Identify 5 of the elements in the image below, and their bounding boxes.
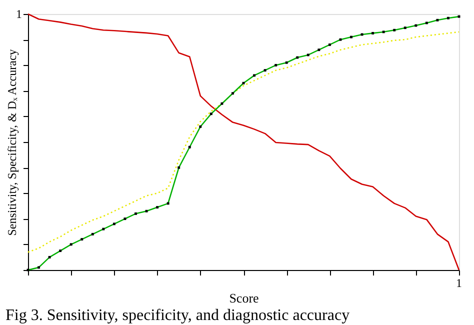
text: 1: [456, 276, 462, 290]
text: 1: [16, 7, 22, 21]
y-axis-title: Sensitivity, Specificity, & Dₓ Accuracy: [5, 49, 19, 236]
caption: Fig 3. Sensitivity, specificity, and diagnostic accuracy: [6, 307, 350, 324]
x-axis-title: Score: [229, 290, 260, 306]
